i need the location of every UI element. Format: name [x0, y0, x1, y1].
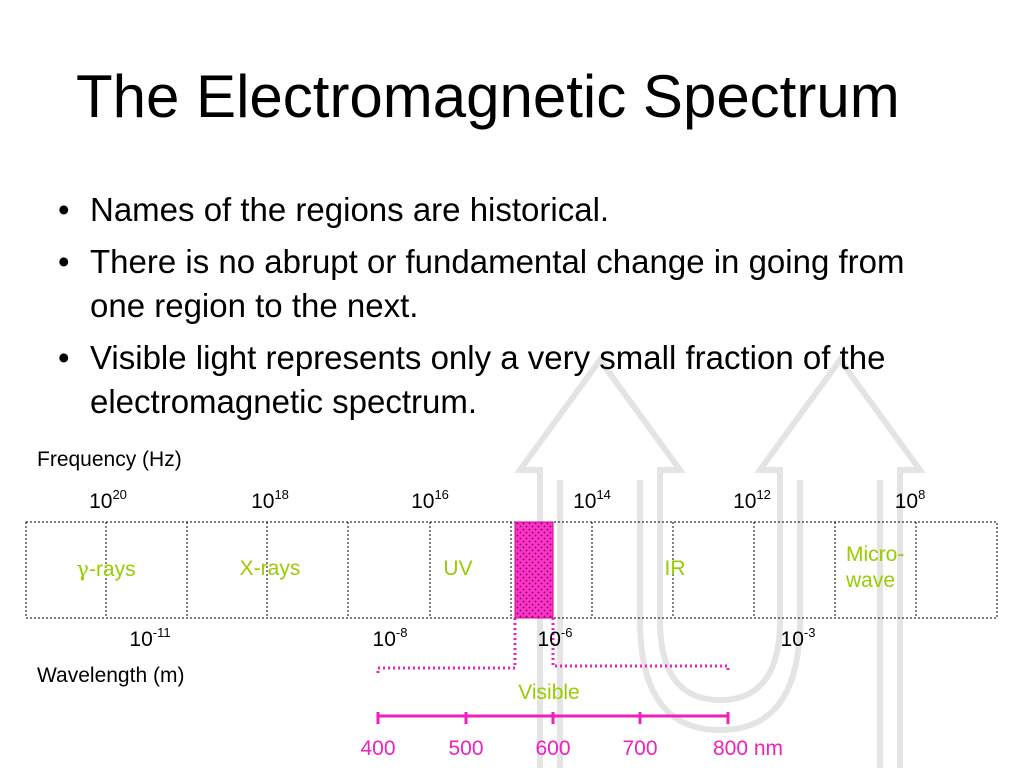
visible-scale-label: 800 nm [712, 737, 784, 760]
visible-scale-label: 700 [622, 737, 658, 760]
spectrum-cells [25, 521, 998, 619]
frequency-tick: 1020 [89, 487, 127, 513]
wavelength-axis-label: Wavelength (m) [37, 664, 185, 687]
bullet-item: Names of the regions are historical. [52, 188, 952, 232]
bullet-item: Visible light represents only a very sma… [52, 336, 952, 424]
visible-scale-label: 400 [360, 737, 396, 760]
visible-scale-label: 500 [448, 737, 484, 760]
region-microwave: Micro-wave [846, 543, 905, 592]
bullet-item: There is no abrupt or fundamental change… [52, 240, 952, 328]
frequency-tick: 1012 [733, 487, 771, 513]
wavelength-tick: 10-3 [780, 625, 816, 651]
frequency-tick: 1016 [411, 487, 449, 513]
frequency-axis-label: Frequency (Hz) [37, 448, 182, 471]
bullet-list: Names of the regions are historical. The… [52, 188, 952, 432]
frequency-tick: 1014 [573, 487, 611, 513]
wavelength-tick: 10-11 [129, 625, 171, 651]
wavelength-tick: 10-6 [537, 625, 573, 651]
visible-scale-label: 600 [535, 737, 571, 760]
region-ir: IR [664, 557, 686, 580]
frequency-tick: 1018 [251, 487, 289, 513]
visible-zoom-lines [376, 618, 730, 676]
region-gamma-rays: γ-rays [76, 557, 136, 581]
region-uv: UV [443, 557, 473, 580]
visible-label: Visible [518, 681, 580, 704]
region-x-rays: X-rays [239, 557, 301, 580]
slide-title: The Electromagnetic Spectrum [76, 63, 900, 130]
wavelength-tick: 10-8 [372, 625, 408, 651]
visible-scale [376, 712, 730, 724]
visible-band [514, 521, 554, 619]
frequency-tick: 108 [894, 487, 926, 513]
